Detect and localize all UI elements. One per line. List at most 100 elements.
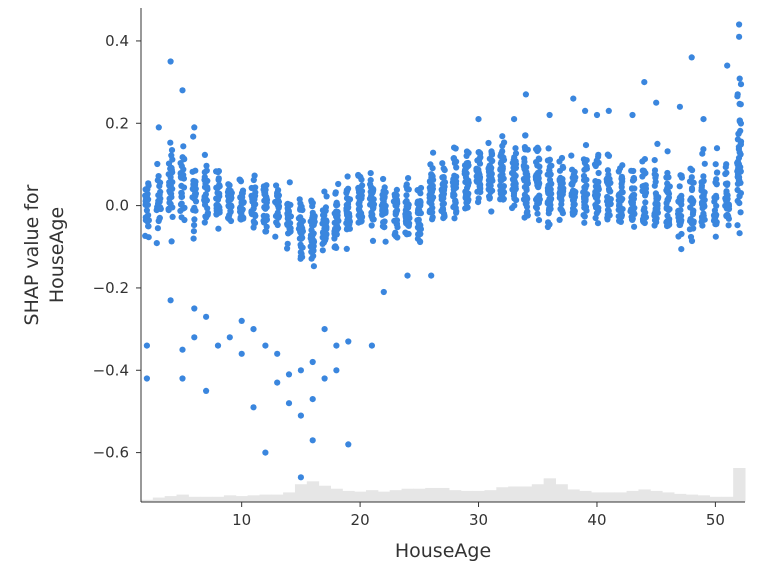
- data-point: [440, 175, 447, 182]
- data-point: [462, 194, 469, 202]
- data-point: [405, 222, 412, 229]
- data-point: [665, 174, 672, 181]
- histogram-bar: [425, 487, 438, 502]
- data-point: [309, 358, 316, 366]
- data-point: [665, 194, 673, 201]
- data-point: [403, 192, 410, 199]
- data-point: [535, 184, 542, 191]
- data-point: [630, 192, 637, 199]
- data-point: [250, 326, 257, 333]
- data-point: [203, 162, 210, 169]
- data-point: [213, 184, 220, 191]
- data-point: [367, 170, 374, 177]
- data-point: [429, 165, 436, 172]
- data-point: [511, 195, 518, 202]
- data-point: [145, 223, 152, 230]
- data-point: [593, 111, 601, 119]
- data-point: [238, 317, 245, 324]
- data-point: [712, 161, 719, 168]
- data-point: [688, 185, 696, 192]
- data-point: [321, 188, 328, 195]
- data-point: [463, 148, 471, 155]
- data-point: [393, 217, 401, 224]
- data-point: [381, 184, 388, 191]
- histogram-bar: [685, 494, 699, 502]
- data-point: [571, 168, 578, 175]
- data-point: [321, 216, 328, 223]
- data-point: [581, 184, 588, 191]
- data-point: [570, 178, 577, 185]
- data-point: [250, 205, 257, 212]
- data-point: [452, 181, 460, 188]
- data-point: [236, 176, 243, 183]
- data-point: [179, 87, 186, 94]
- data-point: [688, 237, 696, 245]
- data-point: [203, 313, 210, 320]
- data-point: [143, 375, 150, 382]
- data-point: [546, 206, 553, 213]
- data-point: [581, 213, 588, 220]
- y-tick-label: 0.0: [105, 197, 129, 215]
- data-point: [594, 220, 602, 227]
- scatter-points-layer: [142, 21, 745, 481]
- data-point: [284, 240, 291, 247]
- data-point: [333, 367, 340, 374]
- data-point: [262, 342, 269, 349]
- histogram-bar: [318, 485, 331, 502]
- data-point: [239, 214, 246, 221]
- data-point: [263, 182, 270, 189]
- data-point: [653, 197, 660, 204]
- data-point: [368, 222, 375, 229]
- data-point: [690, 179, 697, 186]
- data-point: [216, 193, 223, 200]
- data-point: [343, 195, 351, 202]
- data-point: [676, 103, 684, 110]
- data-point: [737, 209, 744, 216]
- data-point: [723, 213, 730, 220]
- data-point: [476, 160, 484, 167]
- data-point: [248, 211, 256, 218]
- data-point: [332, 243, 339, 250]
- data-point: [297, 243, 305, 250]
- data-point: [274, 350, 281, 357]
- data-point: [724, 62, 731, 69]
- data-point: [734, 91, 741, 98]
- data-point: [639, 158, 646, 165]
- data-point: [250, 404, 257, 411]
- data-point: [652, 208, 659, 215]
- data-point: [333, 342, 340, 349]
- data-point: [440, 183, 447, 190]
- data-point: [369, 214, 376, 221]
- data-point: [629, 185, 636, 192]
- data-point: [618, 184, 625, 191]
- histogram-bar: [484, 490, 497, 502]
- histogram-bar: [591, 492, 604, 502]
- data-point: [226, 215, 233, 222]
- data-point: [272, 233, 279, 240]
- data-point: [321, 326, 328, 333]
- data-point: [381, 191, 388, 198]
- data-point: [333, 231, 340, 238]
- data-point: [486, 194, 493, 201]
- data-point: [263, 216, 270, 223]
- data-point: [274, 209, 281, 216]
- histogram-bar: [614, 492, 628, 502]
- data-point: [499, 142, 506, 149]
- histogram-bar: [271, 494, 284, 502]
- data-point: [641, 170, 648, 177]
- data-point: [499, 148, 506, 155]
- data-point: [169, 179, 176, 186]
- data-point: [524, 212, 531, 219]
- data-point: [203, 387, 210, 394]
- data-point: [321, 375, 328, 382]
- data-point: [309, 437, 316, 444]
- data-point: [238, 190, 246, 197]
- data-point: [343, 210, 351, 217]
- y-axis-label-line1: SHAP value for: [21, 184, 43, 325]
- data-point: [166, 187, 173, 194]
- data-point: [355, 200, 362, 208]
- data-point: [358, 176, 365, 183]
- data-point: [664, 189, 671, 196]
- data-point: [487, 165, 494, 173]
- data-point: [189, 168, 196, 175]
